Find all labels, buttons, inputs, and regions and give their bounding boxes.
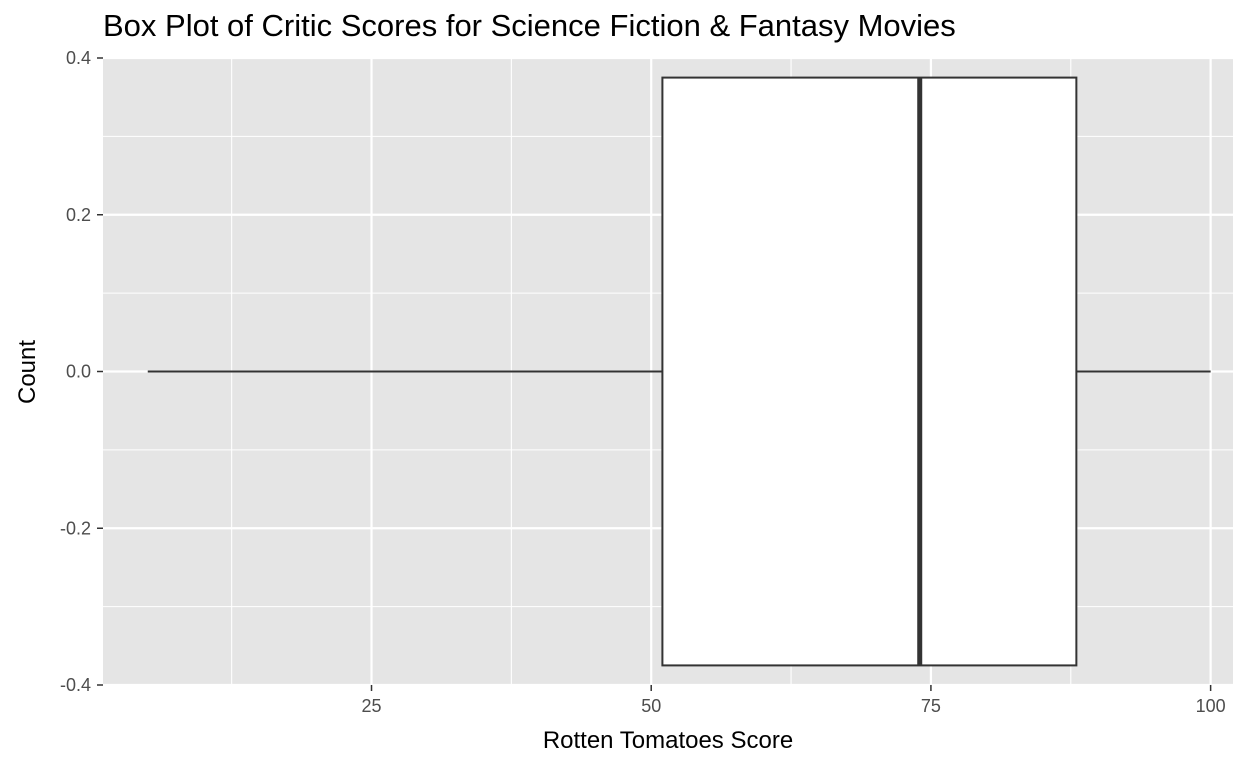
y-tick-label: -0.4: [60, 675, 91, 695]
x-tick-label: 75: [921, 696, 941, 716]
x-axis-title: Rotten Tomatoes Score: [543, 727, 793, 754]
interquartile-box: [661, 76, 1078, 667]
y-tick-label: 0.2: [66, 205, 91, 225]
y-tick-label: 0.0: [66, 362, 91, 382]
y-ticks: -0.4 -0.2 0.0 0.2 0.4: [60, 48, 103, 695]
x-tick-label: 100: [1196, 696, 1226, 716]
y-tick-label: 0.4: [66, 48, 91, 68]
y-axis-title: Count: [14, 340, 41, 404]
box-plot: [147, 76, 1211, 667]
x-ticks: 25 50 75 100: [361, 685, 1226, 716]
chart-title: Box Plot of Critic Scores for Science Fi…: [103, 8, 956, 43]
x-tick-label: 25: [361, 696, 381, 716]
x-tick-label: 50: [641, 696, 661, 716]
y-tick-label: -0.2: [60, 518, 91, 538]
